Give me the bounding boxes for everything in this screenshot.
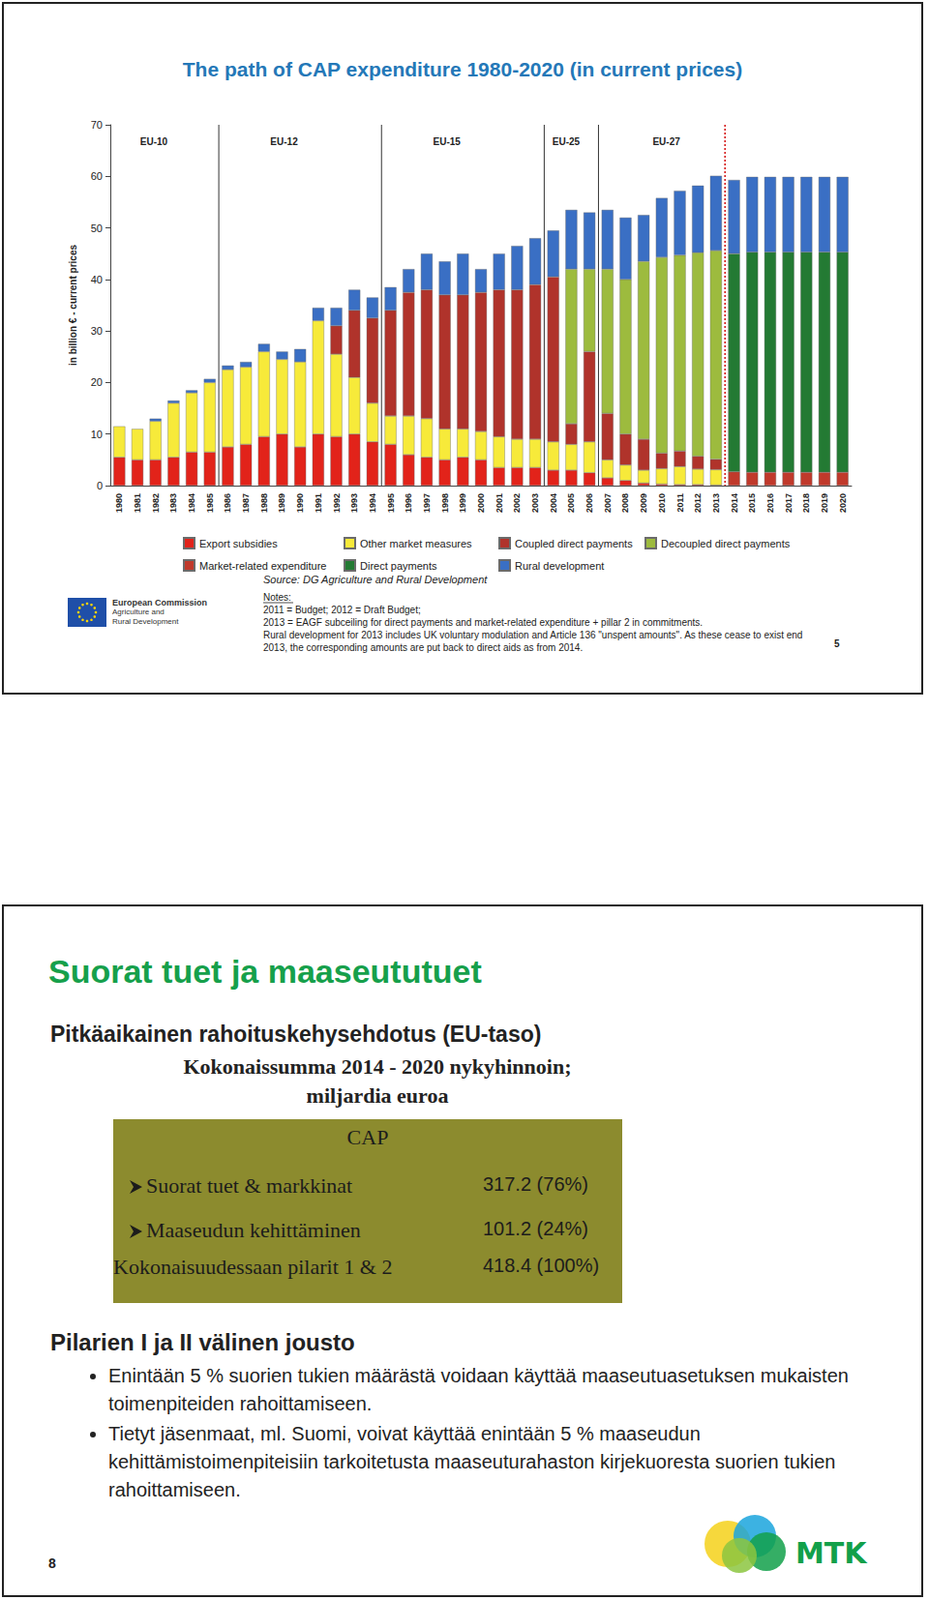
svg-text:10: 10 bbox=[90, 428, 103, 441]
svg-text:2004: 2004 bbox=[548, 493, 559, 513]
html-text:CAP: CAP bbox=[347, 1125, 389, 1150]
svg-text:2019: 2019 bbox=[819, 493, 830, 513]
svg-text:EU-25: EU-25 bbox=[552, 136, 581, 148]
svg-text:60: 60 bbox=[90, 170, 103, 182]
svg-text:2013: 2013 bbox=[711, 493, 721, 513]
svg-text:2009: 2009 bbox=[638, 493, 649, 513]
svg-text:Export subsidies: Export subsidies bbox=[199, 538, 278, 550]
svg-text:EU-15: EU-15 bbox=[433, 136, 462, 148]
html-text:418.4 (100%): 418.4 (100%) bbox=[482, 1255, 600, 1277]
html-text:Kokonaisuudessaan pilarit 1 &: Kokonaisuudessaan pilarit 1 & 2 bbox=[113, 1255, 393, 1280]
svg-text:30: 30 bbox=[90, 325, 103, 337]
svg-text:1999: 1999 bbox=[457, 493, 468, 513]
svg-text:The path of CAP expenditure 19: The path of CAP expenditure 1980-2020 (i… bbox=[182, 58, 743, 81]
svg-text:1988: 1988 bbox=[259, 493, 270, 513]
svg-text:European Commission: European Commission bbox=[112, 598, 208, 608]
svg-text:2010: 2010 bbox=[657, 493, 667, 513]
svg-text:5: 5 bbox=[834, 638, 840, 650]
svg-text:Decoupled direct payments: Decoupled direct payments bbox=[660, 538, 791, 550]
html-text:miljardia euroa: miljardia euroa bbox=[306, 1083, 449, 1109]
svg-text:Agriculture and: Agriculture and bbox=[112, 607, 165, 617]
svg-text:1991: 1991 bbox=[313, 493, 324, 513]
svg-text:2006: 2006 bbox=[584, 493, 595, 513]
svg-text:1986: 1986 bbox=[222, 493, 233, 513]
html-text:Maaseudun kehittäminen: Maaseudun kehittäminen bbox=[146, 1218, 361, 1243]
svg-text:1996: 1996 bbox=[403, 493, 414, 513]
svg-text:2015: 2015 bbox=[747, 493, 757, 513]
svg-text:EU-27: EU-27 bbox=[652, 136, 681, 148]
svg-text:40: 40 bbox=[90, 273, 103, 286]
svg-text:1983: 1983 bbox=[168, 493, 179, 513]
html-text:Pitkäaikainen rahoituskehysehd: Pitkäaikainen rahoituskehysehdotus (EU-t… bbox=[50, 1021, 542, 1048]
svg-text:2005: 2005 bbox=[566, 493, 576, 513]
svg-text:1987: 1987 bbox=[240, 493, 251, 513]
svg-text:1985: 1985 bbox=[205, 493, 215, 513]
svg-text:Market-related expenditure: Market-related expenditure bbox=[199, 560, 327, 572]
svg-text:1984: 1984 bbox=[186, 493, 197, 513]
svg-text:Coupled direct payments: Coupled direct payments bbox=[514, 538, 633, 550]
svg-text:2016: 2016 bbox=[765, 493, 776, 513]
svg-text:Direct payments: Direct payments bbox=[359, 560, 438, 572]
svg-text:1989: 1989 bbox=[276, 493, 287, 513]
svg-text:2000: 2000 bbox=[476, 493, 486, 513]
svg-text:Source: DG Agriculture and Rur: Source: DG Agriculture and Rural Develop… bbox=[263, 573, 488, 586]
svg-text:2011 = Budget; 2012 = Draft Bu: 2011 = Budget; 2012 = Draft Budget; bbox=[263, 604, 421, 616]
svg-text:2007: 2007 bbox=[602, 493, 613, 513]
svg-text:1992: 1992 bbox=[331, 493, 342, 513]
html-text:MTK: MTK bbox=[795, 1536, 867, 1571]
svg-text:2008: 2008 bbox=[620, 493, 630, 513]
svg-text:1981: 1981 bbox=[132, 493, 143, 513]
svg-text:EU-10: EU-10 bbox=[140, 136, 169, 148]
html-text:Kokonaissumma 2014 - 2020 nyky: Kokonaissumma 2014 - 2020 nykyhinnoin; bbox=[183, 1054, 572, 1079]
svg-text:1995: 1995 bbox=[386, 493, 396, 513]
svg-text:EU-12: EU-12 bbox=[269, 136, 299, 148]
svg-text:2011: 2011 bbox=[675, 493, 686, 513]
svg-text:2003: 2003 bbox=[530, 493, 540, 513]
svg-text:1997: 1997 bbox=[421, 493, 432, 513]
svg-text:Rural development for 2013 inc: Rural development for 2013 includes UK v… bbox=[263, 629, 803, 641]
svg-text:1982: 1982 bbox=[150, 493, 161, 513]
svg-text:1994: 1994 bbox=[367, 493, 378, 513]
svg-text:2017: 2017 bbox=[783, 493, 794, 513]
html-text:8: 8 bbox=[48, 1556, 56, 1572]
svg-text:2012: 2012 bbox=[692, 493, 703, 513]
svg-text:Rural development: Rural development bbox=[514, 560, 604, 572]
svg-text:1998: 1998 bbox=[440, 493, 450, 513]
svg-text:0: 0 bbox=[96, 479, 103, 492]
svg-text:2001: 2001 bbox=[494, 493, 505, 513]
svg-text:20: 20 bbox=[90, 376, 103, 389]
svg-text:1990: 1990 bbox=[295, 493, 305, 513]
svg-text:2013 = EAGF subceiling for dir: 2013 = EAGF subceiling for direct paymen… bbox=[263, 617, 703, 629]
html-text:Suorat tuet & markkinat: Suorat tuet & markkinat bbox=[146, 1173, 353, 1199]
svg-text:2014: 2014 bbox=[729, 493, 740, 513]
svg-text:Other market measures: Other market measures bbox=[359, 538, 473, 550]
svg-text:1993: 1993 bbox=[349, 493, 360, 513]
svg-text:2018: 2018 bbox=[801, 493, 811, 513]
svg-text:in billion € - current prices: in billion € - current prices bbox=[67, 244, 79, 366]
html-text:Pilarien I ja II välinen joust: Pilarien I ja II välinen jousto bbox=[50, 1329, 355, 1356]
html-text:317.2 (76%): 317.2 (76%) bbox=[482, 1173, 589, 1196]
svg-text:2002: 2002 bbox=[511, 493, 522, 513]
html-text:Enintään 5 % suorien tukien mä: Enintään 5 % suorien tukien määrästä voi… bbox=[108, 1365, 849, 1415]
svg-text:2020: 2020 bbox=[838, 493, 848, 513]
svg-text:70: 70 bbox=[90, 119, 103, 131]
html-text:101.2 (24%): 101.2 (24%) bbox=[482, 1218, 589, 1240]
svg-text:1980: 1980 bbox=[114, 493, 124, 513]
svg-text:50: 50 bbox=[90, 222, 103, 235]
html-text:Tietyt jäsenmaat, ml. Suomi, v: Tietyt jäsenmaat, ml. Suomi, voivat käyt… bbox=[108, 1423, 836, 1501]
svg-text:2013, the corresponding amount: 2013, the corresponding amounts are put … bbox=[263, 642, 583, 654]
svg-text:Notes:: Notes: bbox=[263, 592, 292, 603]
html-text:Suorat tuet ja maaseututuet: Suorat tuet ja maaseututuet bbox=[48, 953, 482, 990]
svg-text:Rural Development: Rural Development bbox=[112, 617, 180, 627]
